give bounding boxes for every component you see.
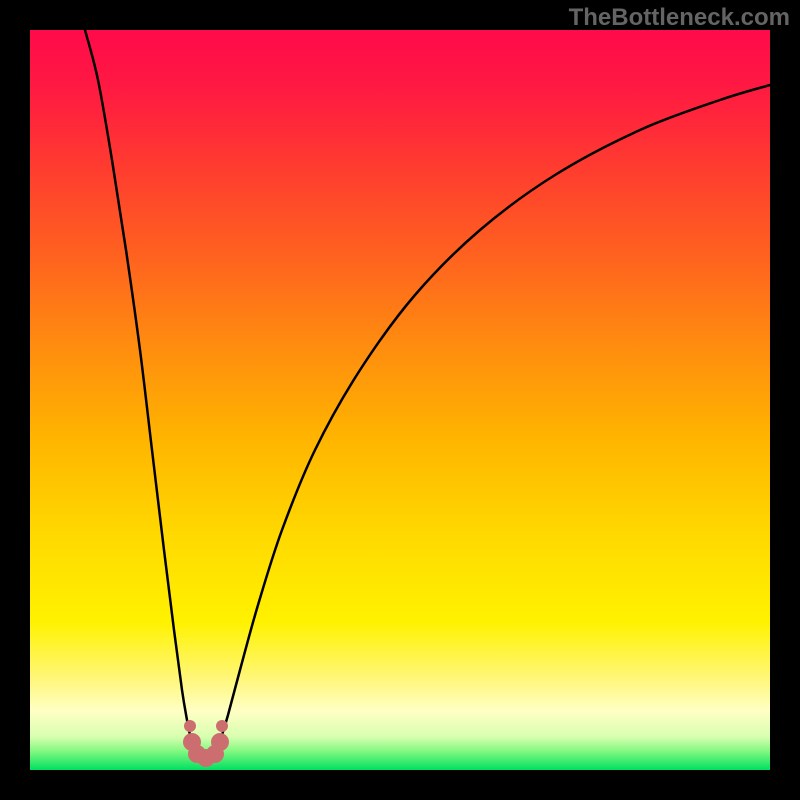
marker-dot [197,749,215,767]
marker-dot [184,720,196,732]
watermark-text: TheBottleneck.com [569,4,790,32]
marker-dot [216,720,228,732]
bottleneck-curve [85,30,770,735]
marker-cluster [183,720,229,767]
curve-overlay [0,0,800,800]
chart-canvas: TheBottleneck.com [0,0,800,800]
